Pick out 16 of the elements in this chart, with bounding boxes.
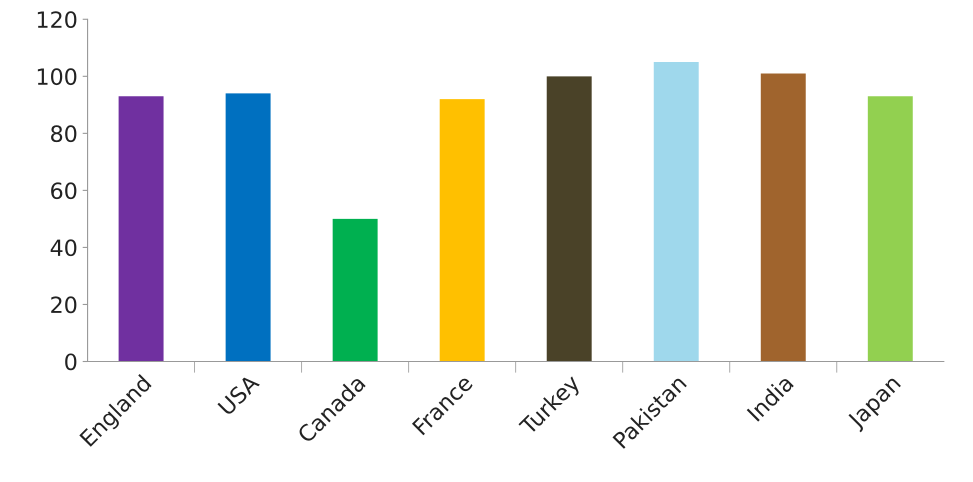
bar	[654, 62, 699, 362]
y-tick-label: 100	[38, 68, 76, 86]
y-tick-label: 0	[65, 353, 76, 370]
y-tick-label: 80	[51, 125, 76, 142]
bar	[440, 99, 485, 362]
bar	[332, 218, 378, 362]
y-tick-label: 40	[50, 239, 76, 256]
bar	[760, 73, 806, 362]
y-tick-label: 120	[38, 11, 76, 28]
bar	[118, 96, 164, 362]
y-tick-label: 60	[51, 182, 76, 200]
bar	[226, 93, 271, 362]
x-tick-label: USA	[217, 373, 260, 416]
y-tick-label: 20	[51, 296, 76, 314]
bar	[868, 96, 913, 362]
bar	[546, 76, 592, 362]
